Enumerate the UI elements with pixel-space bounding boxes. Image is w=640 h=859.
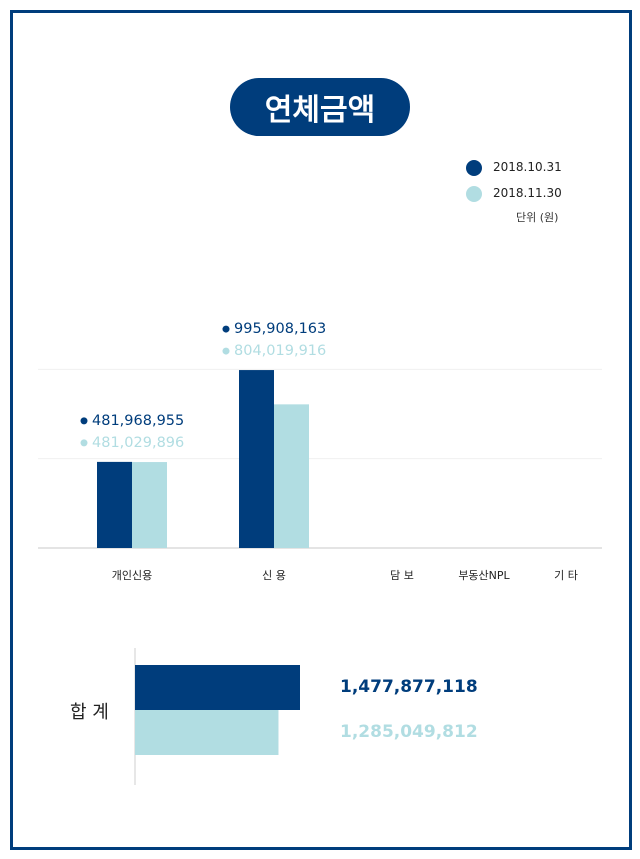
legend-label: 2018.11.30 xyxy=(493,186,562,200)
x-tick-label: 기 타 xyxy=(554,569,578,582)
data-label-dot-icon xyxy=(80,417,88,425)
report-frame xyxy=(10,10,632,850)
page-title: 연체금액 xyxy=(230,78,410,136)
data-label: 481,968,955 xyxy=(92,413,184,429)
bar xyxy=(239,370,274,548)
x-tick-label: 개인신용 xyxy=(112,569,152,582)
bar xyxy=(274,404,309,548)
total-value-label: 1,477,877,118 xyxy=(340,677,478,697)
x-tick-label: 부동산NPL xyxy=(458,569,510,582)
legend-marker-icon xyxy=(466,186,482,202)
data-label: 804,019,916 xyxy=(234,343,326,359)
bar xyxy=(97,461,132,548)
data-label: 995,908,163 xyxy=(234,321,326,337)
x-tick-label: 담 보 xyxy=(390,569,414,582)
total-bar xyxy=(135,665,300,710)
unit-label: 단위 (원) xyxy=(516,211,559,224)
total-label: 합 계 xyxy=(70,702,109,723)
data-label-dot-icon xyxy=(80,439,88,447)
total-value-label: 1,285,049,812 xyxy=(340,722,478,742)
data-label-dot-icon xyxy=(222,347,230,355)
category-bar-chart: 개인신용 481,968,955 481,029,896 신 용 995,908,163… xyxy=(38,321,602,582)
x-tick-label: 신 용 xyxy=(262,569,286,582)
data-label: 481,029,896 xyxy=(92,435,184,451)
legend-marker-icon xyxy=(466,160,482,176)
bar xyxy=(132,462,167,548)
data-label-dot-icon xyxy=(222,325,230,333)
total-bar xyxy=(135,710,279,755)
legend-label: 2018.10.31 xyxy=(493,160,562,174)
